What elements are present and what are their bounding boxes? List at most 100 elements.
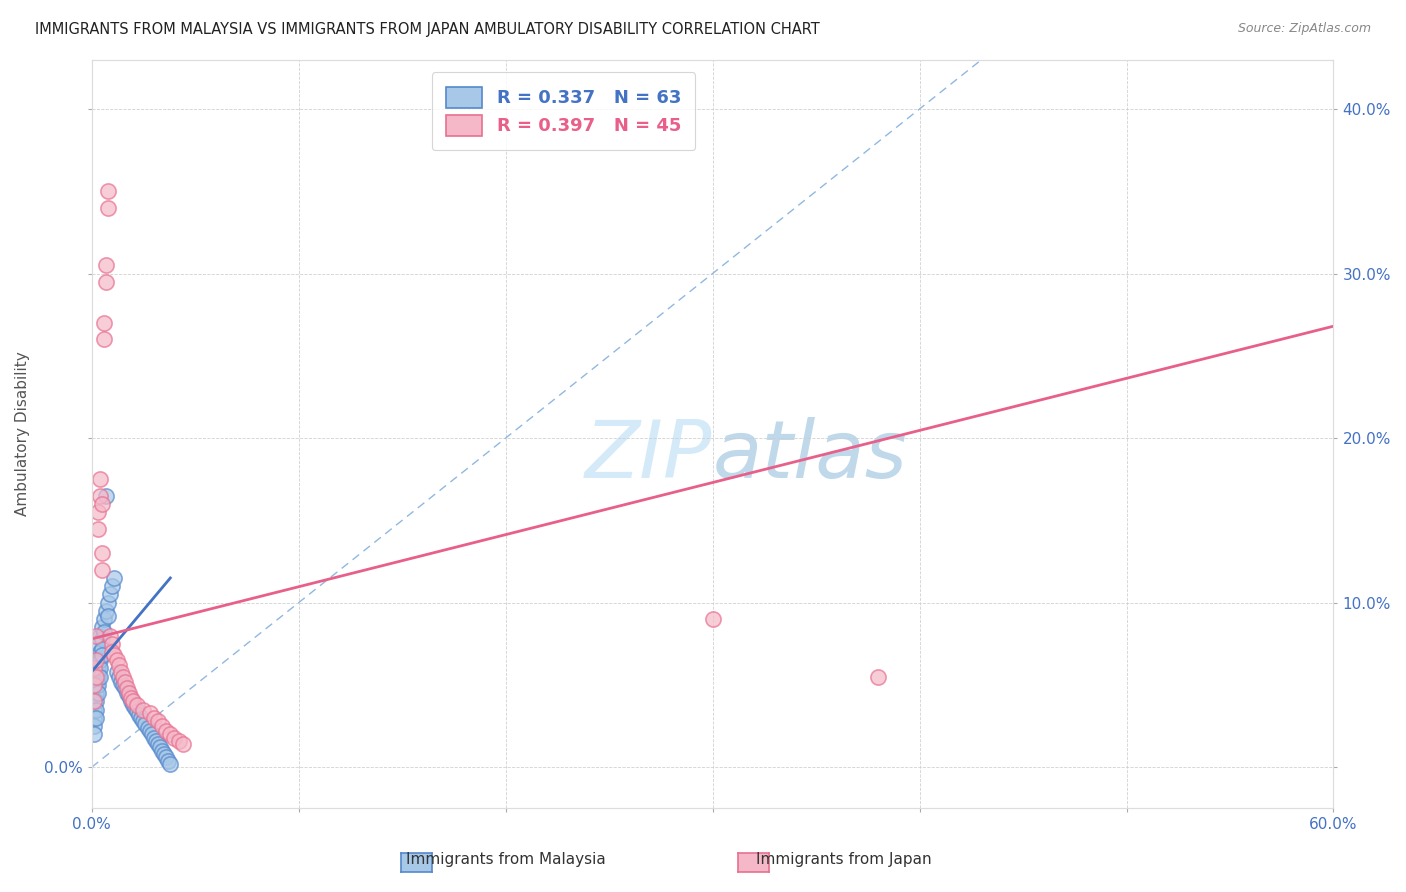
Point xyxy=(110,674,132,689)
Point xyxy=(83,678,105,692)
Point xyxy=(101,579,124,593)
Text: ZIP: ZIP xyxy=(585,417,713,495)
Point xyxy=(91,546,114,560)
Point xyxy=(83,719,105,733)
Point xyxy=(84,711,107,725)
Point xyxy=(87,678,110,692)
Point xyxy=(138,706,160,720)
Point xyxy=(89,645,111,659)
Point xyxy=(115,686,138,700)
Point xyxy=(105,665,128,679)
Point xyxy=(150,719,173,733)
Point xyxy=(111,670,134,684)
Point xyxy=(91,563,114,577)
Text: IMMIGRANTS FROM MALAYSIA VS IMMIGRANTS FROM JAPAN AMBULATORY DISABILITY CORRELAT: IMMIGRANTS FROM MALAYSIA VS IMMIGRANTS F… xyxy=(35,22,820,37)
Point xyxy=(115,681,138,696)
Point xyxy=(110,665,132,679)
Point xyxy=(84,670,107,684)
Point xyxy=(120,691,142,706)
Point xyxy=(91,497,114,511)
Point xyxy=(96,489,118,503)
Point xyxy=(122,694,145,708)
Point xyxy=(84,661,107,675)
Point xyxy=(96,258,118,272)
Point xyxy=(89,629,111,643)
Point xyxy=(89,489,111,503)
Point xyxy=(87,661,110,675)
Point xyxy=(132,703,155,717)
Point xyxy=(101,637,124,651)
Point xyxy=(84,653,107,667)
Point xyxy=(142,731,165,745)
Point xyxy=(84,670,107,684)
Point xyxy=(107,658,129,673)
Point xyxy=(93,332,115,346)
Point xyxy=(132,714,155,728)
Point xyxy=(111,678,134,692)
Point xyxy=(84,694,107,708)
Point xyxy=(150,744,173,758)
Point xyxy=(87,686,110,700)
Point xyxy=(91,632,114,646)
Point xyxy=(136,721,159,735)
Point xyxy=(87,670,110,684)
Point xyxy=(89,653,111,667)
Point xyxy=(122,698,145,712)
Point xyxy=(172,737,194,751)
Point xyxy=(145,734,167,748)
Point xyxy=(93,625,115,640)
Point xyxy=(118,690,141,704)
Point xyxy=(91,641,114,656)
Point xyxy=(93,612,115,626)
Point xyxy=(98,587,121,601)
Text: atlas: atlas xyxy=(713,417,907,495)
Point xyxy=(146,714,169,728)
Point xyxy=(868,670,890,684)
Point xyxy=(83,694,105,708)
Point xyxy=(702,612,724,626)
Point xyxy=(118,686,141,700)
Point xyxy=(103,571,125,585)
Point xyxy=(84,629,107,643)
Point xyxy=(83,694,105,708)
Point xyxy=(107,670,129,684)
Point xyxy=(127,704,149,718)
Point xyxy=(89,472,111,486)
Point xyxy=(155,750,177,764)
Point xyxy=(105,653,128,667)
Point xyxy=(91,620,114,634)
Point xyxy=(149,740,172,755)
Point xyxy=(141,727,163,741)
Point xyxy=(89,661,111,675)
Point xyxy=(138,724,160,739)
Point xyxy=(167,734,190,748)
Point xyxy=(98,629,121,643)
Point xyxy=(114,674,136,689)
Point xyxy=(97,184,120,198)
Text: Source: ZipAtlas.com: Source: ZipAtlas.com xyxy=(1237,22,1371,36)
Point xyxy=(84,686,107,700)
Point xyxy=(101,645,124,659)
Point xyxy=(97,596,120,610)
Point xyxy=(153,747,176,761)
Point xyxy=(114,681,136,696)
Point xyxy=(83,703,105,717)
Point xyxy=(127,698,149,712)
Point xyxy=(120,694,142,708)
Point xyxy=(159,756,181,771)
Y-axis label: Ambulatory Disability: Ambulatory Disability xyxy=(15,351,30,516)
Point xyxy=(134,717,156,731)
Point xyxy=(97,201,120,215)
Point xyxy=(87,505,110,519)
Point xyxy=(124,701,146,715)
Point xyxy=(146,737,169,751)
Point xyxy=(83,727,105,741)
Point xyxy=(83,661,105,675)
Point xyxy=(89,670,111,684)
Point xyxy=(87,653,110,667)
Point xyxy=(84,703,107,717)
Point xyxy=(103,648,125,663)
Point xyxy=(96,275,118,289)
Point xyxy=(159,727,181,741)
Point xyxy=(87,637,110,651)
